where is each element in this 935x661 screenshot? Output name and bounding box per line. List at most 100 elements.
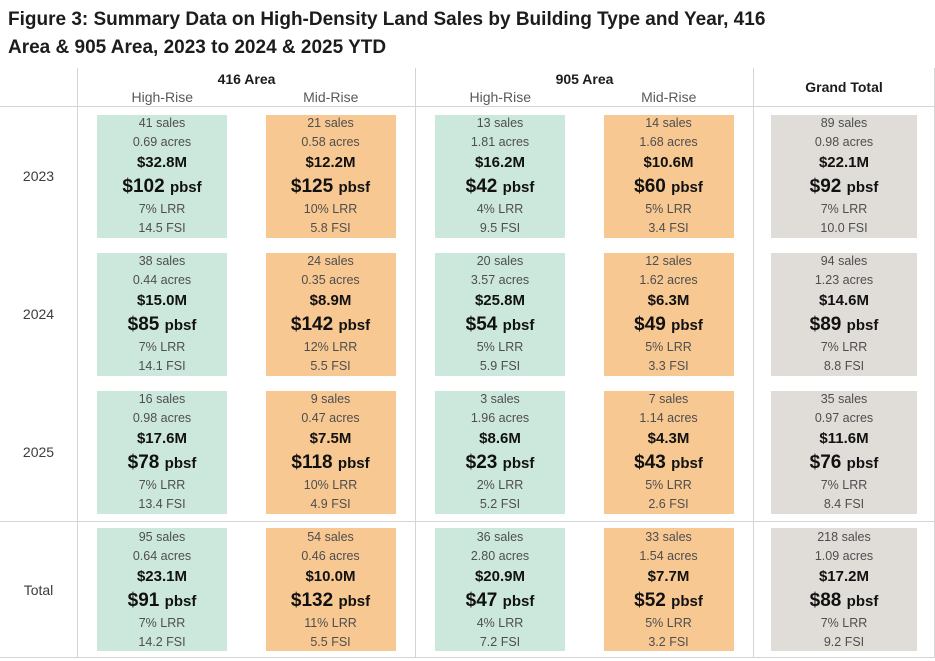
price-pbsf-line: $42 pbsf <box>465 176 535 197</box>
acres-line: 1.54 acres <box>639 548 698 563</box>
sales-line: 95 sales <box>138 529 186 544</box>
figure-title-line2: Area & 905 Area, 2023 to 2024 & 2025 YTD <box>8 37 387 58</box>
header-corner <box>0 68 77 106</box>
column-header-416-high-rise[interactable]: High-Rise <box>131 89 193 105</box>
price-pbsf-line: $142 pbsf <box>290 314 371 335</box>
column-header-905-mid-rise[interactable]: Mid-Rise <box>641 89 697 105</box>
row-label-2024[interactable]: 2024 <box>22 306 55 322</box>
sales-line: 9 sales <box>310 392 351 406</box>
fsi-line: 9.5 FSI <box>479 221 521 235</box>
lrr-line: 4% LRR <box>476 202 524 216</box>
data-cell-midrise[interactable]: 12 sales 1.62 acres $6.3M $49 pbsf 5% LRR 3.3… <box>603 252 734 376</box>
price-pbsf-line: $102 pbsf <box>122 176 202 197</box>
data-cell-total[interactable]: 218 sales 1.09 acres $17.2M $88 pbsf 7% LRR 9… <box>771 528 917 651</box>
sales-line: 94 sales <box>820 254 868 268</box>
lrr-line: 7% LRR <box>820 615 868 630</box>
data-cell-highrise[interactable]: 38 sales 0.44 acres $15.0M $85 pbsf 7% LRR 14… <box>97 252 227 376</box>
data-cell-highrise[interactable]: 41 sales 0.69 acres $32.8M $102 pbsf 7% LRR 1… <box>97 114 227 238</box>
fsi-line: 5.9 FSI <box>479 359 521 373</box>
table-column-slot: 14 sales 1.68 acres $10.6M $60 pbsf 5% LRR 3.… <box>584 107 753 245</box>
row-label-2023[interactable]: 2023 <box>22 168 55 184</box>
acres-line: 1.68 acres <box>639 135 698 149</box>
data-cell-midrise[interactable]: 24 sales 0.35 acres $8.9M $142 pbsf 12% LRR 5… <box>265 252 396 376</box>
lrr-line: 7% LRR <box>820 202 868 216</box>
fsi-line: 14.1 FSI <box>138 359 186 373</box>
table-column-slot: 89 sales 0.98 acres $22.1M $92 pbsf 7% LRR 10… <box>753 107 935 245</box>
column-group-416-area: 416 Area High-Rise Mid-Rise <box>77 68 415 106</box>
table-column-slot: 38 sales 0.44 acres $15.0M $85 pbsf 7% LRR 14… <box>77 245 246 383</box>
data-cell-midrise[interactable]: 7 sales 1.14 acres $4.3M $43 pbsf 5% LRR 2.6 … <box>603 390 734 514</box>
price-pbsf-line: $91 pbsf <box>127 589 197 611</box>
table-column-slot: 24 sales 0.35 acres $8.9M $142 pbsf 12% LRR 5… <box>246 245 415 383</box>
table-header: 416 Area High-Rise Mid-Rise 905 Area Hig… <box>0 68 935 107</box>
fsi-line: 8.4 FSI <box>823 497 865 511</box>
lrr-line: 5% LRR <box>645 340 692 354</box>
data-cell-midrise[interactable]: 33 sales 1.54 acres $7.7M $52 pbsf 5% LRR 3.2… <box>603 528 734 651</box>
acres-line: 3.57 acres <box>470 273 530 287</box>
lrr-line: 7% LRR <box>138 478 186 492</box>
price-pbsf-line: $54 pbsf <box>465 314 535 335</box>
price-pbsf-line: $47 pbsf <box>465 589 535 611</box>
column-group-label-416-area[interactable]: 416 Area <box>217 71 276 87</box>
summary-table: 416 Area High-Rise Mid-Rise 905 Area Hig… <box>0 68 935 658</box>
data-cell-midrise[interactable]: 14 sales 1.68 acres $10.6M $60 pbsf 5% LRR 3.… <box>603 114 734 238</box>
table-column-slot: 35 sales 0.97 acres $11.6M $76 pbsf 7% LRR 8.… <box>753 383 935 521</box>
data-cell-highrise[interactable]: 3 sales 1.96 acres $8.6M $23 pbsf 2% LRR 5.2 … <box>435 390 565 514</box>
data-cell-highrise[interactable]: 16 sales 0.98 acres $17.6M $78 pbsf 7% LRR 13… <box>97 390 227 514</box>
data-cell-highrise[interactable]: 13 sales 1.81 acres $16.2M $42 pbsf 4% LRR 9.… <box>435 114 565 238</box>
column-header-grand-total[interactable]: Grand Total <box>753 68 935 106</box>
fsi-line: 5.5 FSI <box>310 359 351 373</box>
total-price-line: $15.0M <box>136 292 188 309</box>
total-price-line: $17.6M <box>136 430 188 447</box>
price-pbsf-line: $43 pbsf <box>634 452 703 473</box>
table-column-slot: 9 sales 0.47 acres $7.5M $118 pbsf 10% LRR 4.… <box>246 383 415 521</box>
sales-line: 218 sales <box>817 529 871 544</box>
acres-line: 0.47 acres <box>301 411 360 425</box>
fsi-line: 5.2 FSI <box>479 497 521 511</box>
data-cell-midrise[interactable]: 54 sales 0.46 acres $10.0M $132 pbsf 11% LRR… <box>265 528 396 651</box>
total-price-line: $12.2M <box>305 154 356 171</box>
row-label-total[interactable]: Total <box>23 581 54 598</box>
lrr-line: 2% LRR <box>476 478 524 492</box>
price-pbsf-line: $78 pbsf <box>127 452 197 473</box>
fsi-line: 14.2 FSI <box>138 634 186 649</box>
column-header-416-mid-rise[interactable]: Mid-Rise <box>303 89 359 105</box>
lrr-line: 5% LRR <box>645 478 692 492</box>
fsi-line: 8.8 FSI <box>823 359 865 373</box>
data-cell-midrise[interactable]: 21 sales 0.58 acres $12.2M $125 pbsf 10% LRR… <box>265 114 396 238</box>
column-header-905-high-rise[interactable]: High-Rise <box>469 89 531 105</box>
sales-line: 89 sales <box>820 116 868 130</box>
sales-line: 12 sales <box>645 254 692 268</box>
sales-line: 7 sales <box>648 392 689 406</box>
lrr-line: 10% LRR <box>303 202 358 216</box>
acres-line: 0.98 acres <box>814 135 874 149</box>
table-column-slot: 3 sales 1.96 acres $8.6M $23 pbsf 2% LRR 5.2 … <box>415 383 584 521</box>
price-pbsf-line: $89 pbsf <box>809 314 879 335</box>
data-cell-highrise[interactable]: 36 sales 2.80 acres $20.9M $47 pbsf 4% LRR 7.… <box>435 528 565 651</box>
data-cell-total[interactable]: 94 sales 1.23 acres $14.6M $89 pbsf 7% LRR 8.… <box>771 252 917 376</box>
acres-line: 0.97 acres <box>814 411 874 425</box>
data-cell-highrise[interactable]: 95 sales 0.64 acres $23.1M $91 pbsf 7% LRR 14… <box>97 528 227 651</box>
table-row-2025: 2025 16 sales 0.98 acres $17.6M $78 pbsf 7% L… <box>0 383 935 521</box>
column-group-label-905-area[interactable]: 905 Area <box>555 71 614 87</box>
total-price-line: $11.6M <box>819 430 869 447</box>
sales-line: 24 sales <box>307 254 354 268</box>
fsi-line: 10.0 FSI <box>820 221 868 235</box>
table-row-2023: 2023 41 sales 0.69 acres $32.8M $102 pbsf 7% … <box>0 107 935 245</box>
data-cell-highrise[interactable]: 20 sales 3.57 acres $25.8M $54 pbsf 5% LRR 5.… <box>435 252 565 376</box>
data-cell-total[interactable]: 35 sales 0.97 acres $11.6M $76 pbsf 7% LRR 8.… <box>771 390 917 514</box>
total-price-line: $7.5M <box>309 430 352 447</box>
lrr-line: 5% LRR <box>645 202 692 216</box>
total-price-line: $8.9M <box>309 292 352 309</box>
lrr-line: 7% LRR <box>138 615 186 630</box>
table-row-total: Total 95 sales 0.64 acres $23.1M $91 pbsf 7% … <box>0 521 935 657</box>
acres-line: 1.96 acres <box>470 411 530 425</box>
sales-line: 13 sales <box>476 116 524 130</box>
data-cell-midrise[interactable]: 9 sales 0.47 acres $7.5M $118 pbsf 10% LRR 4.… <box>265 390 396 514</box>
fsi-line: 3.4 FSI <box>648 221 689 235</box>
data-cell-total[interactable]: 89 sales 0.98 acres $22.1M $92 pbsf 7% LRR 10… <box>771 114 917 238</box>
fsi-line: 7.2 FSI <box>479 634 521 649</box>
lrr-line: 7% LRR <box>138 202 186 216</box>
row-label-2025[interactable]: 2025 <box>22 444 55 460</box>
acres-line: 1.81 acres <box>470 135 530 149</box>
